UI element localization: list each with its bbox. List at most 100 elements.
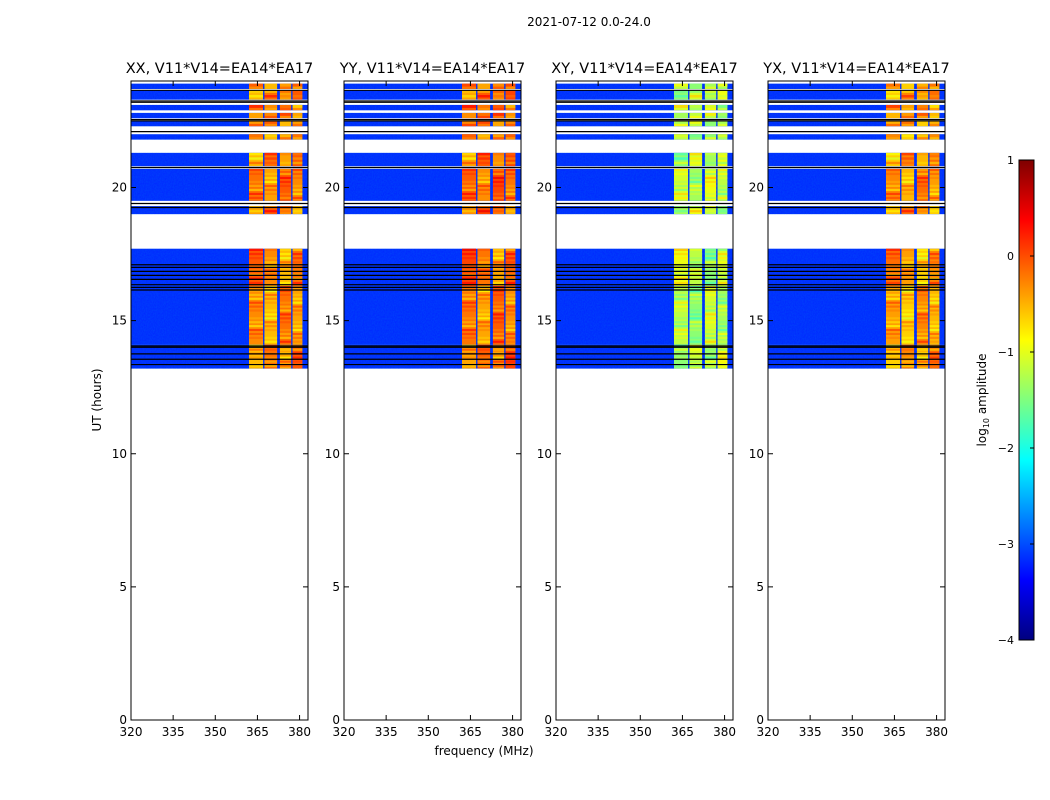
channel-stripe xyxy=(462,134,477,138)
channel-stripe xyxy=(264,261,278,264)
channel-stripe xyxy=(279,94,292,98)
channel-stripe xyxy=(292,328,303,332)
channel-stripe xyxy=(886,321,901,324)
channel-stripe xyxy=(462,340,477,343)
channel-stripe xyxy=(492,90,505,93)
channel-stripe xyxy=(292,161,303,165)
channel-stripe xyxy=(929,325,940,328)
channel-stripe xyxy=(717,273,728,276)
channel-stripe xyxy=(264,313,278,316)
channel-stripe xyxy=(704,348,717,351)
channel-stripe xyxy=(462,332,477,336)
channel-stripe xyxy=(505,309,516,312)
channel-stripe xyxy=(689,120,703,124)
channel-stripe xyxy=(477,90,491,93)
channel-stripe xyxy=(505,289,516,293)
channel-stripe xyxy=(505,281,516,285)
channel-stripe xyxy=(292,348,303,351)
colorbar-ticks: 1 0 −1 −2 −3 −4 xyxy=(998,154,1034,647)
channel-stripe xyxy=(462,317,477,320)
channel-stripe xyxy=(505,257,516,260)
channel-stripe xyxy=(886,332,901,336)
channel-stripe xyxy=(249,184,264,188)
channel-stripe xyxy=(901,289,915,293)
channel-stripe xyxy=(689,184,703,188)
channel-stripe xyxy=(689,305,703,308)
data-block-texture xyxy=(344,90,521,100)
channel-stripe xyxy=(505,325,516,328)
channel-stripe xyxy=(901,172,915,176)
channel-stripe xyxy=(689,360,703,363)
channel-stripe xyxy=(279,265,292,268)
channel-stripe xyxy=(264,356,278,359)
x-tick-label: 350 xyxy=(841,725,864,739)
data-block-texture xyxy=(556,112,733,119)
figure-suptitle: 2021-07-12 0.0-24.0 xyxy=(527,15,651,29)
channel-stripe xyxy=(717,305,728,308)
channel-stripe xyxy=(292,301,303,304)
channel-stripe xyxy=(689,210,703,213)
channel-stripe xyxy=(462,188,477,192)
channel-stripe xyxy=(492,180,505,184)
channel-stripe xyxy=(689,289,703,293)
channel-stripe xyxy=(249,332,264,336)
channel-stripe xyxy=(901,321,915,324)
channel-stripe xyxy=(292,196,303,200)
channel-stripe xyxy=(279,180,292,184)
channel-stripe xyxy=(249,328,264,332)
channel-stripe xyxy=(477,192,491,196)
channel-stripe xyxy=(916,356,929,359)
channel-stripe xyxy=(886,157,901,160)
channel-stripe xyxy=(249,269,264,272)
channel-stripe xyxy=(477,360,491,363)
channel-stripe xyxy=(689,273,703,276)
channel-stripe xyxy=(249,301,264,304)
channel-stripe xyxy=(916,188,929,192)
channel-stripe xyxy=(492,172,505,176)
channel-stripe xyxy=(674,90,689,93)
channel-stripe xyxy=(916,210,929,213)
bright-channel xyxy=(929,90,940,100)
channel-stripe xyxy=(886,293,901,296)
x-tick-label: 380 xyxy=(713,725,736,739)
bright-channel xyxy=(279,344,292,369)
channel-stripe xyxy=(929,104,940,108)
channel-stripe xyxy=(492,293,505,296)
channel-stripe xyxy=(462,313,477,316)
channel-stripe xyxy=(264,83,278,87)
data-block-texture xyxy=(344,134,521,140)
channel-stripe xyxy=(704,297,717,300)
y-tick-label: 10 xyxy=(112,447,127,461)
channel-stripe xyxy=(279,104,292,108)
channel-stripe xyxy=(505,188,516,192)
channel-stripe xyxy=(292,252,303,256)
channel-stripe xyxy=(689,157,703,160)
channel-stripe xyxy=(264,297,278,300)
channel-stripe xyxy=(916,196,929,200)
channel-stripe xyxy=(916,273,929,276)
y-tick-label: 5 xyxy=(756,580,764,594)
channel-stripe xyxy=(292,188,303,192)
channel-stripe xyxy=(249,120,264,124)
channel-stripe xyxy=(717,317,728,320)
channel-stripe xyxy=(929,309,940,312)
channel-stripe xyxy=(279,252,292,256)
channel-stripe xyxy=(689,196,703,200)
channel-stripe xyxy=(901,168,915,172)
channel-stripe xyxy=(292,289,303,293)
channel-stripe xyxy=(492,157,505,160)
channel-stripe xyxy=(717,289,728,293)
x-tick-label: 350 xyxy=(417,725,440,739)
colorbar: 1 0 −1 −2 −3 −4 log10 amplitude xyxy=(975,154,1035,647)
channel-stripe xyxy=(264,325,278,328)
channel-stripe xyxy=(249,161,264,165)
channel-stripe xyxy=(704,261,717,264)
channel-stripe xyxy=(292,321,303,324)
channel-stripe xyxy=(674,94,689,98)
channel-stripe xyxy=(462,172,477,176)
channel-stripe xyxy=(886,336,901,339)
channel-stripe xyxy=(674,348,689,351)
channel-stripe xyxy=(492,297,505,300)
y-tick-label: 10 xyxy=(749,447,764,461)
channel-stripe xyxy=(477,157,491,160)
